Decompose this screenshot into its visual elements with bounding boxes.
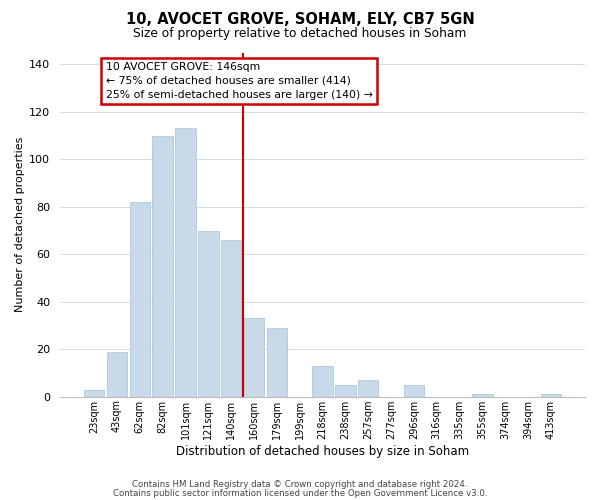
Bar [221, 240, 241, 396]
Bar [107, 352, 127, 397]
X-axis label: Distribution of detached houses by size in Soham: Distribution of detached houses by size … [176, 444, 469, 458]
Bar [84, 390, 104, 396]
Text: 10 AVOCET GROVE: 146sqm
← 75% of detached houses are smaller (414)
25% of semi-d: 10 AVOCET GROVE: 146sqm ← 75% of detache… [106, 62, 373, 100]
Bar [244, 318, 264, 396]
Text: Size of property relative to detached houses in Soham: Size of property relative to detached ho… [133, 28, 467, 40]
Bar [175, 128, 196, 396]
Bar [130, 202, 150, 396]
Bar [335, 385, 356, 396]
Bar [404, 385, 424, 396]
Y-axis label: Number of detached properties: Number of detached properties [15, 137, 25, 312]
Bar [152, 136, 173, 396]
Bar [358, 380, 379, 396]
Text: 10, AVOCET GROVE, SOHAM, ELY, CB7 5GN: 10, AVOCET GROVE, SOHAM, ELY, CB7 5GN [125, 12, 475, 28]
Bar [541, 394, 561, 396]
Bar [266, 328, 287, 396]
Text: Contains HM Land Registry data © Crown copyright and database right 2024.: Contains HM Land Registry data © Crown c… [132, 480, 468, 489]
Bar [198, 230, 218, 396]
Text: Contains public sector information licensed under the Open Government Licence v3: Contains public sector information licen… [113, 488, 487, 498]
Bar [312, 366, 333, 396]
Bar [472, 394, 493, 396]
